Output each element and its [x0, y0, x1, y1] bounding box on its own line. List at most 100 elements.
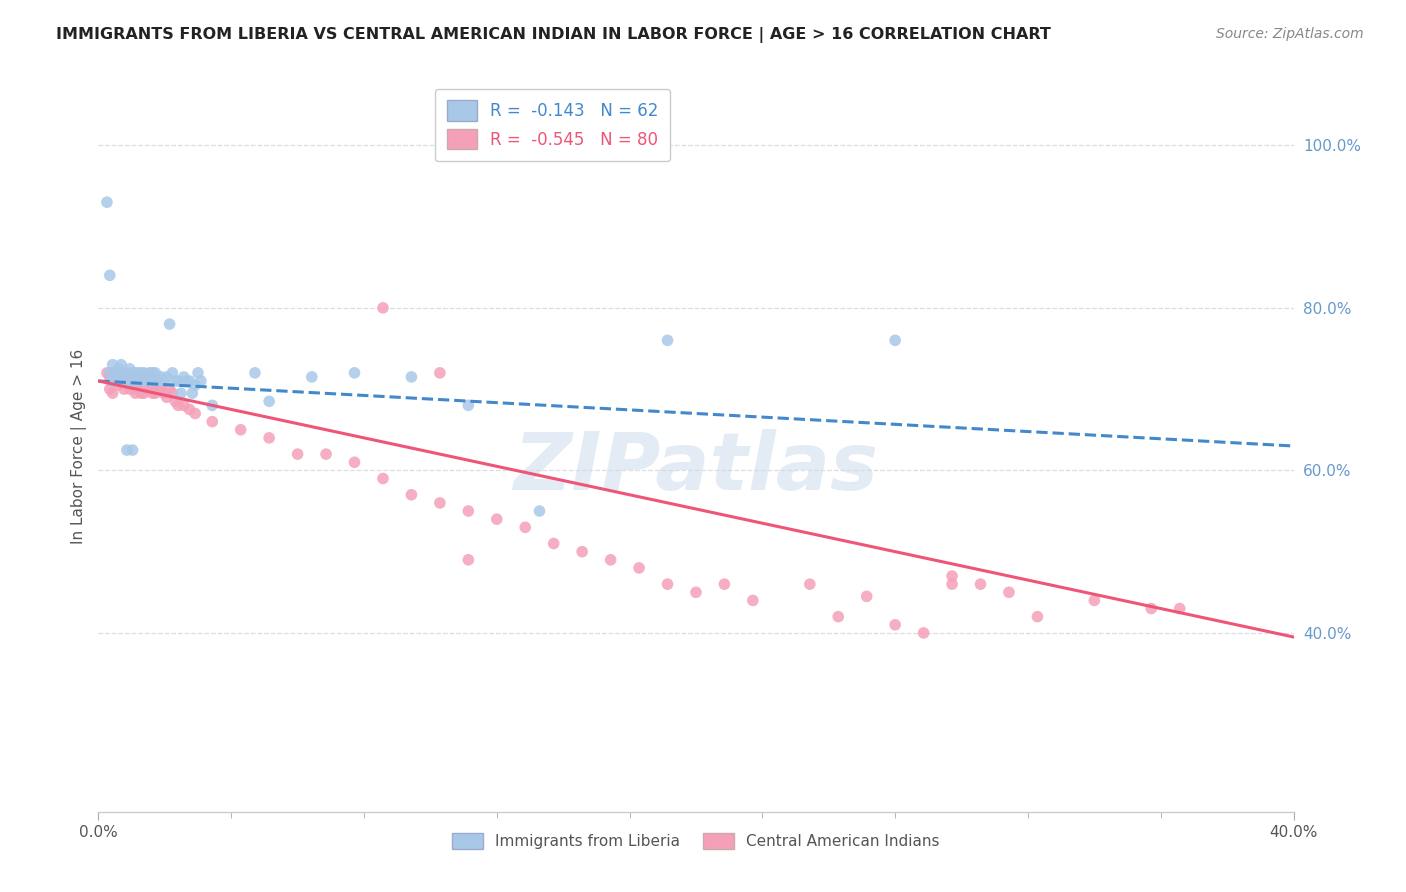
Point [827, 609, 849, 624]
Point [1083, 593, 1105, 607]
Point [429, 496, 451, 510]
Point [110, 358, 132, 372]
Point [969, 577, 991, 591]
Point [138, 370, 160, 384]
Point [167, 398, 190, 412]
Point [156, 370, 179, 384]
Point [132, 378, 155, 392]
Point [127, 366, 149, 380]
Point [179, 374, 201, 388]
Point [115, 374, 138, 388]
Point [159, 382, 181, 396]
Point [173, 370, 195, 384]
Point [287, 447, 309, 461]
Point [110, 370, 132, 384]
Point [101, 386, 124, 401]
Point [1140, 601, 1163, 615]
Point [855, 590, 877, 604]
Point [184, 378, 207, 392]
Point [141, 366, 163, 380]
Point [138, 370, 160, 384]
Point [115, 366, 138, 380]
Point [141, 374, 163, 388]
Point [571, 544, 593, 558]
Point [343, 366, 366, 380]
Text: Source: ZipAtlas.com: Source: ZipAtlas.com [1216, 27, 1364, 41]
Point [148, 378, 170, 392]
Point [135, 374, 157, 388]
Point [112, 366, 135, 380]
Point [141, 386, 163, 401]
Point [599, 553, 621, 567]
Point [121, 370, 143, 384]
Point [101, 374, 124, 388]
Point [143, 366, 166, 380]
Point [713, 577, 735, 591]
Point [529, 504, 551, 518]
Point [429, 366, 451, 380]
Point [685, 585, 707, 599]
Point [118, 361, 141, 376]
Point [457, 553, 479, 567]
Point [104, 366, 127, 380]
Point [132, 386, 155, 401]
Point [941, 577, 963, 591]
Point [143, 370, 166, 384]
Point [799, 577, 821, 591]
Point [135, 370, 157, 384]
Point [301, 370, 323, 384]
Point [485, 512, 508, 526]
Point [107, 374, 129, 388]
Point [165, 374, 187, 388]
Point [124, 374, 146, 388]
Point [127, 374, 149, 388]
Text: ZIPatlas: ZIPatlas [513, 429, 879, 507]
Point [110, 366, 132, 380]
Point [107, 378, 129, 392]
Point [143, 386, 166, 401]
Point [371, 301, 394, 315]
Point [1026, 609, 1049, 624]
Point [401, 488, 423, 502]
Point [741, 593, 763, 607]
Point [457, 504, 479, 518]
Text: IMMIGRANTS FROM LIBERIA VS CENTRAL AMERICAN INDIAN IN LABOR FORCE | AGE > 16 COR: IMMIGRANTS FROM LIBERIA VS CENTRAL AMERI… [56, 27, 1052, 43]
Point [884, 334, 907, 348]
Point [138, 378, 160, 392]
Point [129, 370, 152, 384]
Point [132, 366, 155, 380]
Point [543, 536, 565, 550]
Point [912, 626, 935, 640]
Point [176, 374, 198, 388]
Point [167, 374, 190, 388]
Point [371, 471, 394, 485]
Point [150, 382, 173, 396]
Point [159, 317, 181, 331]
Point [884, 617, 907, 632]
Point [138, 366, 160, 380]
Point [515, 520, 537, 534]
Point [170, 386, 193, 401]
Point [115, 370, 138, 384]
Point [101, 374, 124, 388]
Point [104, 370, 127, 384]
Point [107, 374, 129, 388]
Point [96, 366, 118, 380]
Point [628, 561, 651, 575]
Point [187, 366, 209, 380]
Point [110, 370, 132, 384]
Point [129, 366, 152, 380]
Point [118, 378, 141, 392]
Point [107, 361, 129, 376]
Point [118, 374, 141, 388]
Point [112, 382, 135, 396]
Point [121, 443, 143, 458]
Point [124, 386, 146, 401]
Point [257, 394, 280, 409]
Point [257, 431, 280, 445]
Point [118, 382, 141, 396]
Point [201, 415, 224, 429]
Point [190, 374, 212, 388]
Point [129, 386, 152, 401]
Point [179, 402, 201, 417]
